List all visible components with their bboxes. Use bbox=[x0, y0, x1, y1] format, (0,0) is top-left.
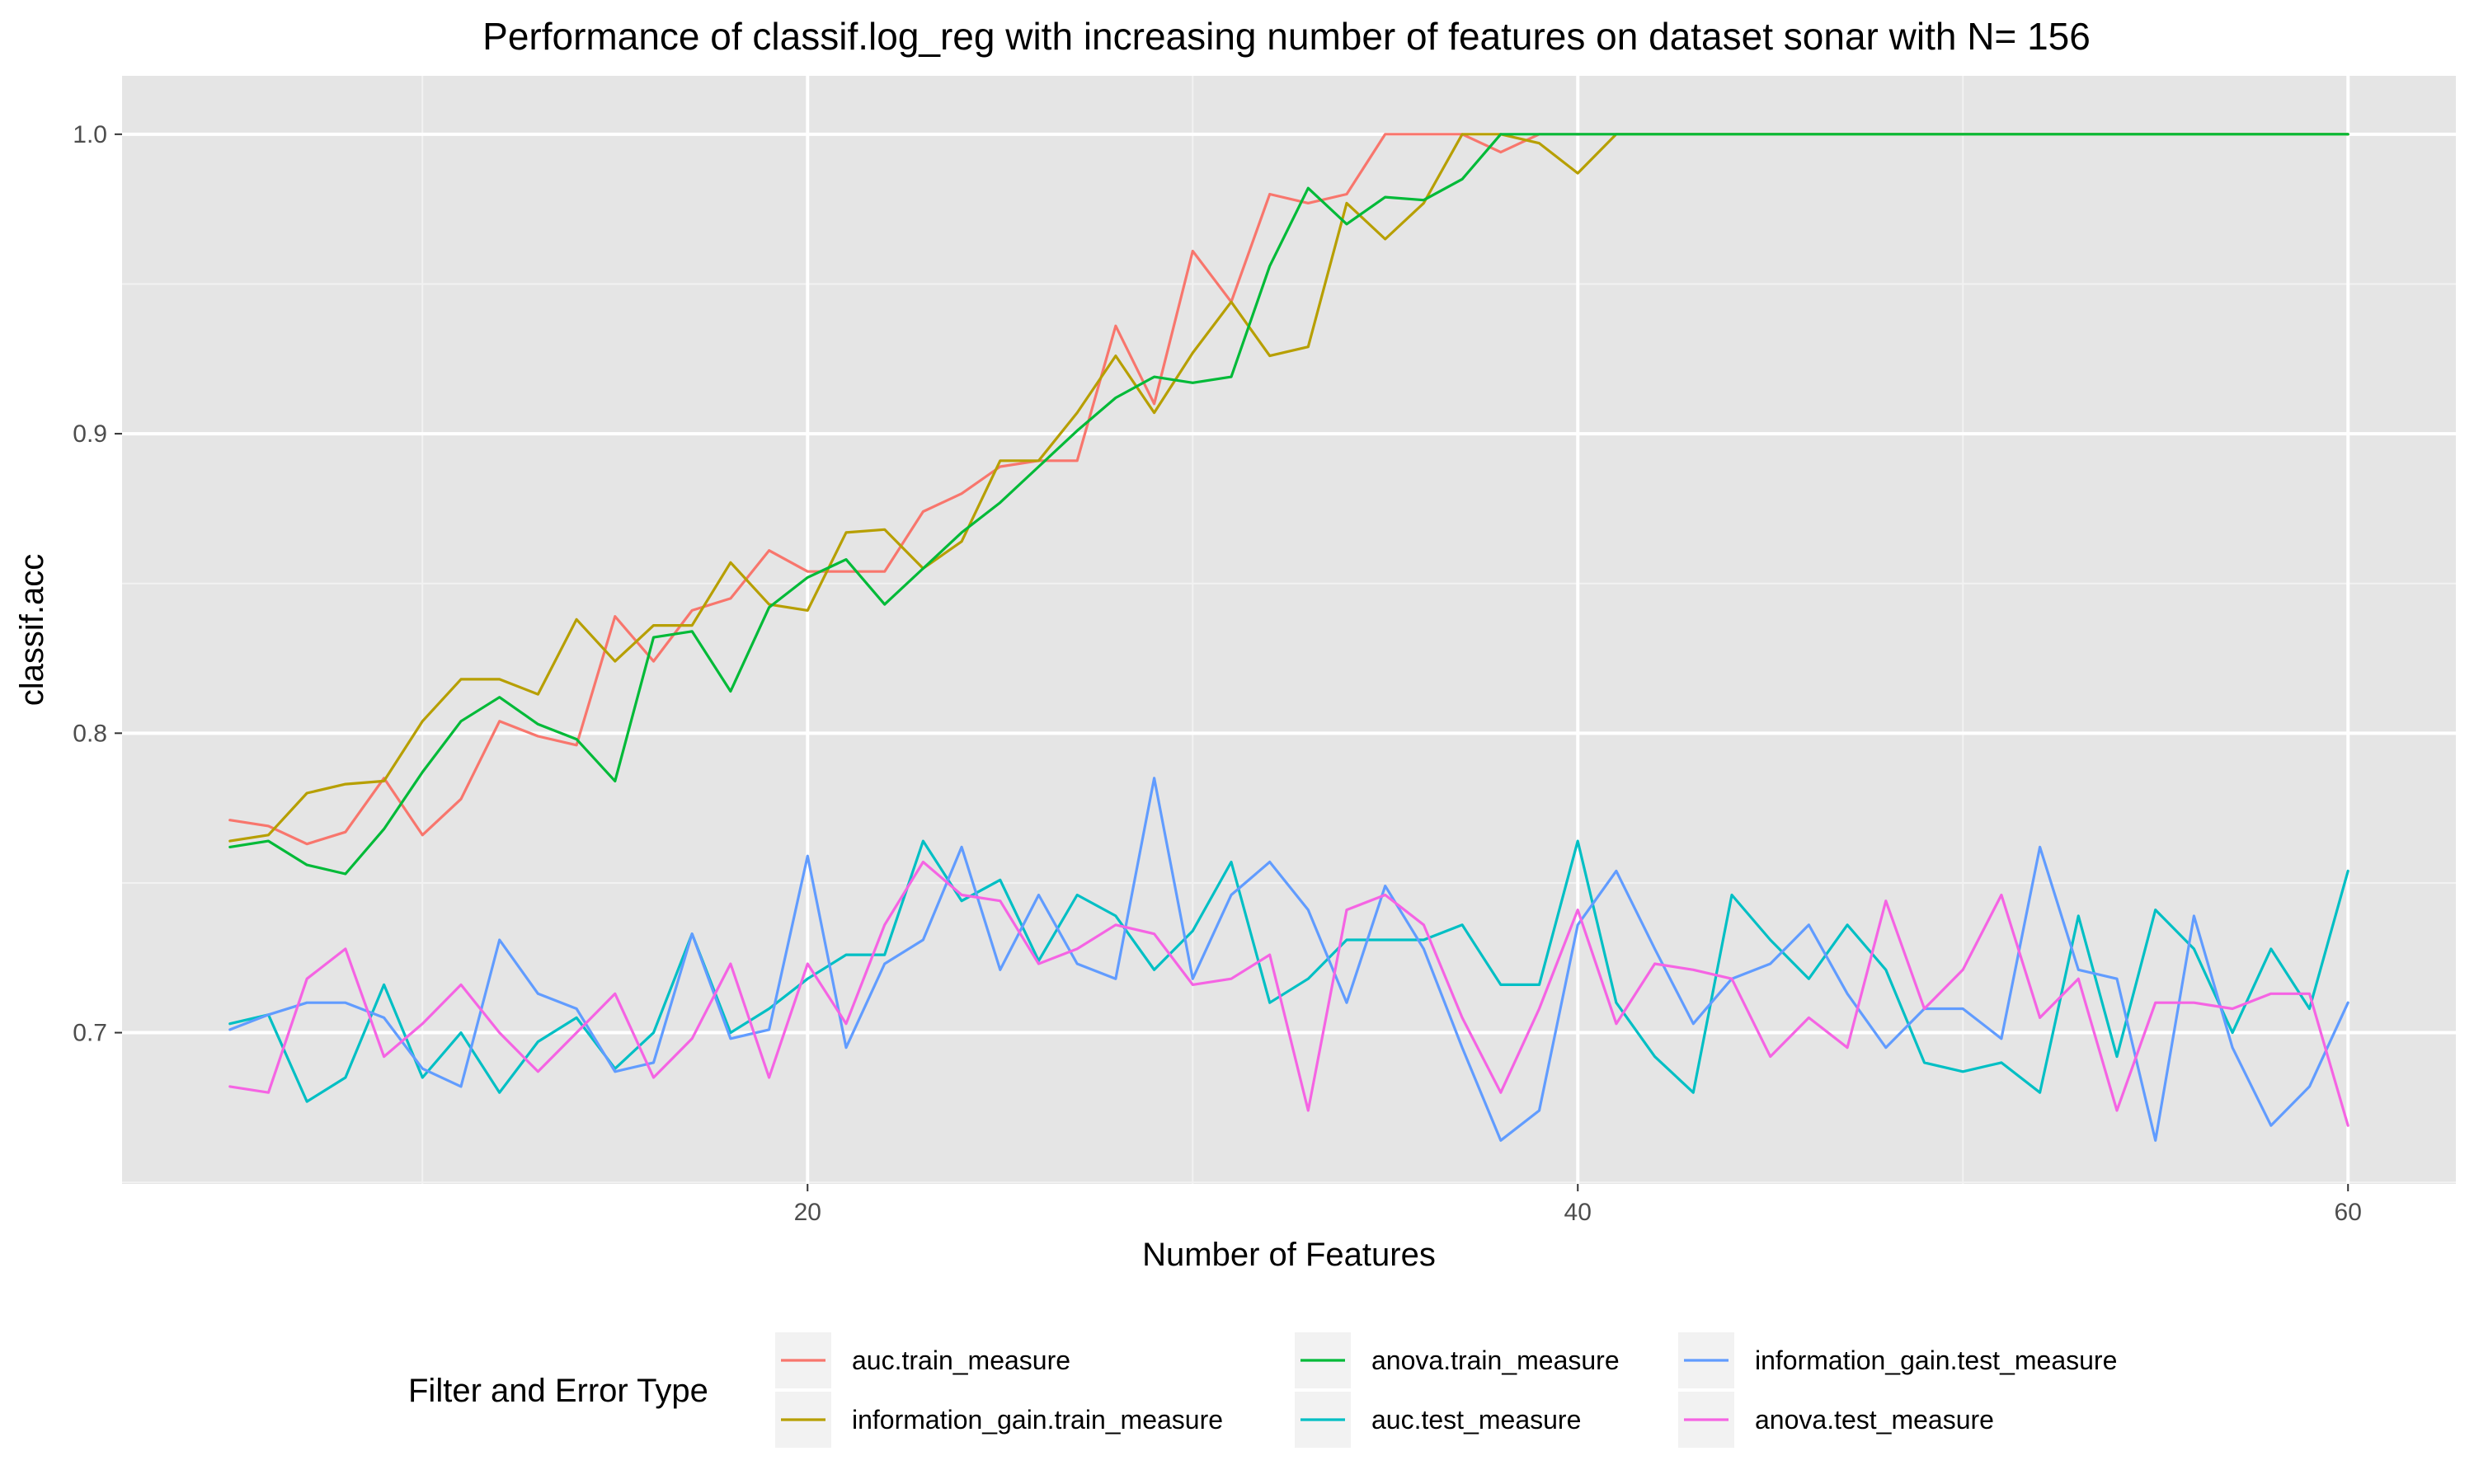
legend-label: anova.train_measure bbox=[1371, 1345, 1620, 1375]
legend-title: Filter and Error Type bbox=[408, 1373, 708, 1409]
x-tick-label: 20 bbox=[794, 1199, 821, 1226]
legend-label: information_gain.train_measure bbox=[852, 1405, 1223, 1435]
y-axis-tick-labels: 0.7 0.8 0.9 1.0 bbox=[73, 121, 107, 1047]
chart-title: Performance of classif.log_reg with incr… bbox=[482, 15, 2091, 58]
legend-label: auc.train_measure bbox=[852, 1345, 1070, 1375]
y-tick-label: 1.0 bbox=[73, 121, 107, 148]
y-axis-title: classif.acc bbox=[14, 554, 50, 707]
x-axis-tick-labels: 20 40 60 bbox=[794, 1199, 2362, 1226]
legend-items: auc.train_measure information_gain.train_… bbox=[775, 1332, 2117, 1448]
y-tick-label: 0.7 bbox=[73, 1020, 107, 1047]
legend: Filter and Error Type auc.train_measurei… bbox=[408, 1332, 2117, 1448]
y-tick-label: 0.8 bbox=[73, 720, 107, 747]
legend-label: auc.test_measure bbox=[1371, 1405, 1581, 1435]
minor-gridlines bbox=[122, 76, 2456, 1184]
series-line-anova-test-measure bbox=[228, 860, 2349, 1127]
legend-label: anova.test_measure bbox=[1755, 1405, 1994, 1435]
legend-label: information_gain.test_measure bbox=[1755, 1345, 2117, 1375]
y-tick-label: 0.9 bbox=[73, 420, 107, 448]
series-line-information-gain-test-measure bbox=[228, 777, 2349, 1142]
series-line-anova-train-measure bbox=[228, 133, 2349, 876]
plot-panel bbox=[122, 76, 2456, 1184]
series-lines bbox=[228, 133, 2349, 1142]
x-axis-title: Number of Features bbox=[1142, 1237, 1436, 1273]
x-tick-label: 60 bbox=[2335, 1199, 2362, 1226]
axis-ticks bbox=[115, 133, 2349, 1191]
x-tick-label: 40 bbox=[1564, 1199, 1592, 1226]
